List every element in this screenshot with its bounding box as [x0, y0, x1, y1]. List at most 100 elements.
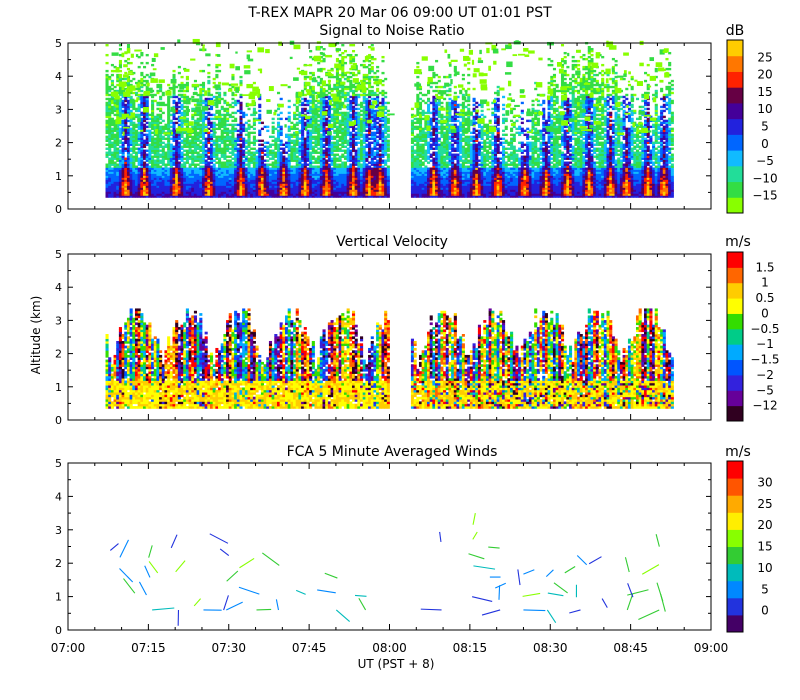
- snr-cell: [126, 99, 131, 103]
- snr-cell: [279, 117, 283, 121]
- snr-cell: [223, 119, 227, 123]
- snr-cell: [153, 195, 157, 198]
- snr-cell: [215, 135, 219, 139]
- snr-cell: [210, 183, 214, 186]
- snr-cell: [151, 161, 155, 164]
- snr-cell: [126, 45, 131, 49]
- snr-cell: [199, 181, 203, 184]
- snr-cell: [108, 141, 112, 144]
- snr-cell: [210, 107, 214, 111]
- snr-cell: [338, 155, 342, 158]
- snr-cell: [188, 139, 192, 142]
- snr-cell: [183, 157, 187, 160]
- snr-cell: [317, 165, 321, 168]
- snr-cell: [188, 145, 192, 148]
- snr-cell: [244, 191, 248, 194]
- snr-cell: [349, 131, 353, 135]
- snr-cell: [148, 167, 152, 170]
- snr-cell: [132, 123, 136, 127]
- snr-cell: [193, 185, 197, 188]
- snr-cell: [252, 151, 256, 154]
- snr-cell: [204, 187, 208, 190]
- snr-cell: [351, 44, 356, 47]
- snr-cell: [148, 177, 152, 180]
- snr-cell: [204, 139, 208, 142]
- snr-cell: [110, 145, 114, 148]
- snr-cell: [126, 119, 131, 123]
- snr-cell: [268, 151, 273, 154]
- snr-cell: [199, 173, 203, 176]
- snr-cell: [193, 127, 197, 131]
- snr-cell: [161, 111, 165, 115]
- snr-cell: [156, 185, 160, 188]
- snr-cell: [118, 103, 122, 107]
- snr-cell: [185, 159, 189, 162]
- snr-cell: [151, 163, 155, 166]
- snr-cell: [121, 129, 125, 133]
- snr-cell: [110, 101, 114, 105]
- snr-cell: [212, 77, 216, 81]
- snr-cell: [252, 159, 256, 162]
- snr-cell: [108, 89, 112, 93]
- snr-cell: [129, 79, 133, 83]
- snr-cell: [121, 111, 125, 115]
- snr-cell: [118, 131, 122, 135]
- snr-cell: [145, 175, 149, 178]
- snr-cell: [242, 115, 246, 119]
- snr-cell: [201, 175, 206, 178]
- snr-cell: [156, 129, 160, 133]
- snr-cell: [231, 93, 235, 97]
- snr-cell: [236, 179, 240, 182]
- snr-cell: [153, 177, 157, 180]
- snr-cell: [177, 149, 181, 152]
- snr-cell: [145, 189, 149, 192]
- snr-cell: [126, 191, 131, 194]
- snr-cell: [357, 107, 361, 111]
- snr-cell: [234, 179, 238, 182]
- snr-cell: [231, 169, 235, 172]
- snr-cell: [231, 101, 235, 105]
- snr-cell: [151, 113, 155, 117]
- snr-cell: [373, 161, 377, 164]
- snr-cell: [226, 177, 230, 180]
- snr-cell: [124, 161, 128, 164]
- snr-cell: [121, 165, 125, 168]
- snr-cell: [325, 89, 329, 93]
- snr-cell: [416, 133, 420, 137]
- snr-cell: [234, 137, 238, 141]
- snr-cell: [266, 179, 270, 182]
- snr-cell: [177, 165, 181, 168]
- snr-cell: [370, 61, 374, 65]
- snr-cell: [172, 121, 176, 125]
- snr-cell: [226, 129, 230, 133]
- snr-cell: [180, 139, 184, 142]
- snr-cell: [354, 149, 358, 152]
- snr-cell: [129, 171, 133, 174]
- snr-cell: [143, 65, 147, 69]
- snr-cell: [113, 169, 117, 172]
- snr-cell: [218, 111, 222, 115]
- snr-cell: [180, 189, 184, 192]
- snr-cell: [276, 91, 281, 95]
- snr-cell: [376, 65, 380, 69]
- snr-cell: [226, 117, 230, 121]
- snr-cell: [360, 109, 364, 113]
- snr-cell: [137, 79, 141, 83]
- snr-cell: [140, 145, 144, 148]
- snr-cell: [204, 149, 208, 152]
- snr-cell: [172, 69, 176, 73]
- snr-cell: [177, 123, 181, 127]
- snr-cell: [110, 195, 114, 198]
- snr-cell: [252, 155, 256, 158]
- snr-cell: [333, 129, 337, 133]
- snr-cell: [236, 155, 240, 158]
- snr-cell: [223, 141, 227, 144]
- snr-cell: [145, 101, 149, 105]
- snr-cell: [137, 115, 141, 119]
- snr-cell: [108, 103, 112, 107]
- snr-cell: [201, 155, 206, 158]
- snr-cell: [242, 141, 246, 144]
- snr-cell: [108, 99, 112, 103]
- snr-cell: [252, 173, 256, 176]
- snr-cell: [215, 147, 219, 150]
